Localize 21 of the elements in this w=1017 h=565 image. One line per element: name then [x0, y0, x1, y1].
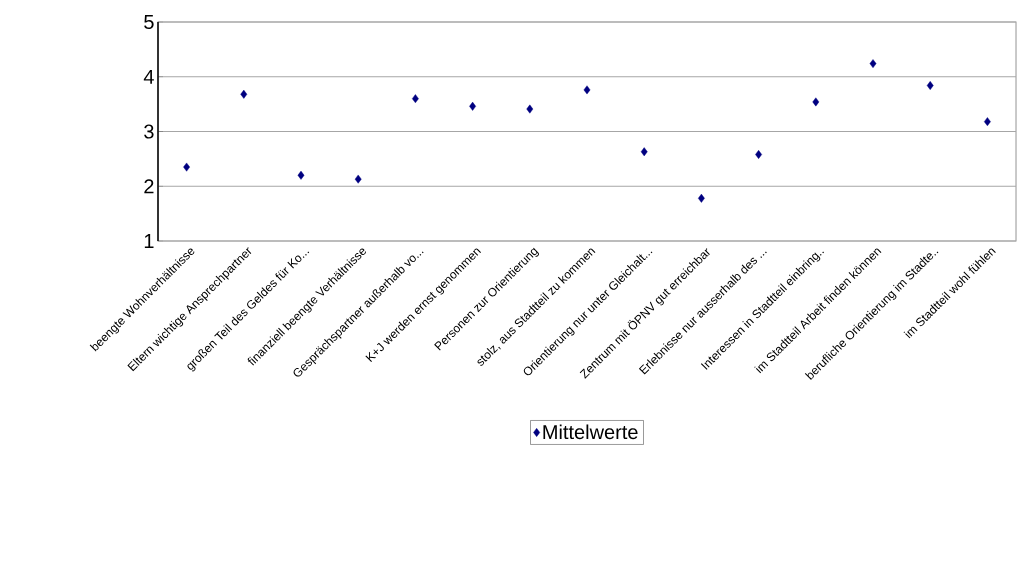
point — [698, 193, 705, 203]
y-tick-label: 5 — [144, 15, 154, 29]
point — [926, 81, 934, 90]
y-tick-label: 3 — [144, 124, 154, 139]
legend-label: Mittelwerte — [543, 424, 638, 440]
point — [469, 101, 476, 111]
point — [412, 94, 419, 104]
y-tick-label: 1 — [144, 234, 154, 248]
point — [526, 104, 534, 114]
point — [984, 117, 991, 127]
point — [354, 174, 362, 184]
point — [583, 85, 591, 95]
point — [812, 97, 820, 107]
point — [183, 162, 190, 172]
point — [755, 150, 762, 159]
point — [297, 170, 305, 180]
point — [869, 59, 877, 69]
y-tick-label: 4 — [143, 69, 154, 84]
point — [240, 89, 248, 99]
point — [640, 147, 648, 157]
y-tick-label: 2 — [144, 179, 154, 194]
